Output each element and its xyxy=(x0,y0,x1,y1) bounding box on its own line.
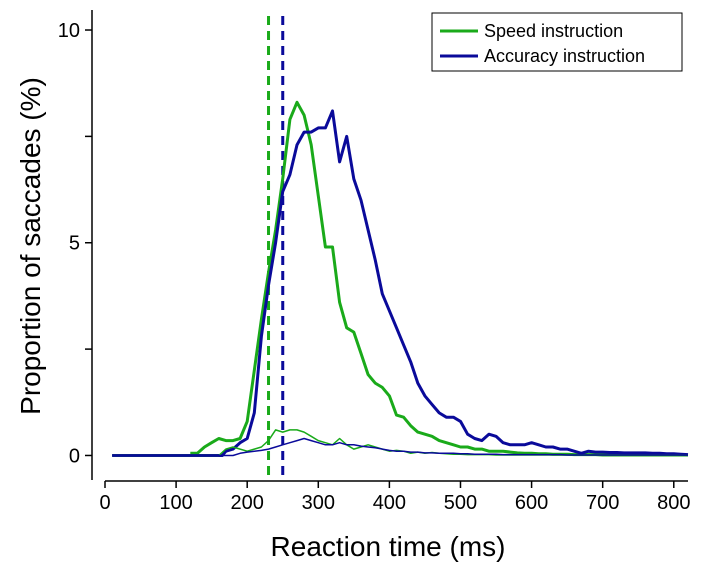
legend: Speed instruction Accuracy instruction xyxy=(431,12,683,72)
y-tick-label-10: 10 xyxy=(58,20,80,42)
series-line-1 xyxy=(112,109,689,457)
series-group xyxy=(112,100,689,457)
x-tick-label-400: 400 xyxy=(373,492,406,514)
legend-label-accuracy: Accuracy instruction xyxy=(484,46,645,66)
x-tick-label-500: 500 xyxy=(444,492,477,514)
x-axis-title: Reaction time (ms) xyxy=(271,531,506,562)
y-tick-label-5: 5 xyxy=(69,233,80,255)
x-tick-label-100: 100 xyxy=(159,492,192,514)
x-tick-label-600: 600 xyxy=(515,492,548,514)
x-tick-label-700: 700 xyxy=(586,492,619,514)
series-line-0 xyxy=(190,100,688,457)
legend-box xyxy=(431,12,683,72)
y-axis-title: Proportion of saccades (%) xyxy=(15,77,46,415)
x-tick-label-200: 200 xyxy=(231,492,264,514)
x-tick-label-300: 300 xyxy=(302,492,335,514)
legend-label-speed: Speed instruction xyxy=(484,21,623,41)
reference-lines xyxy=(267,16,285,475)
x-tick-label-800: 800 xyxy=(657,492,690,514)
series-line-3 xyxy=(112,437,688,457)
axis-ticks: 0 100 200 300 400 500 600 700 800 0 5 10 xyxy=(58,20,691,514)
y-tick-label-0: 0 xyxy=(69,445,80,467)
x-tick-label-0: 0 xyxy=(99,492,110,514)
